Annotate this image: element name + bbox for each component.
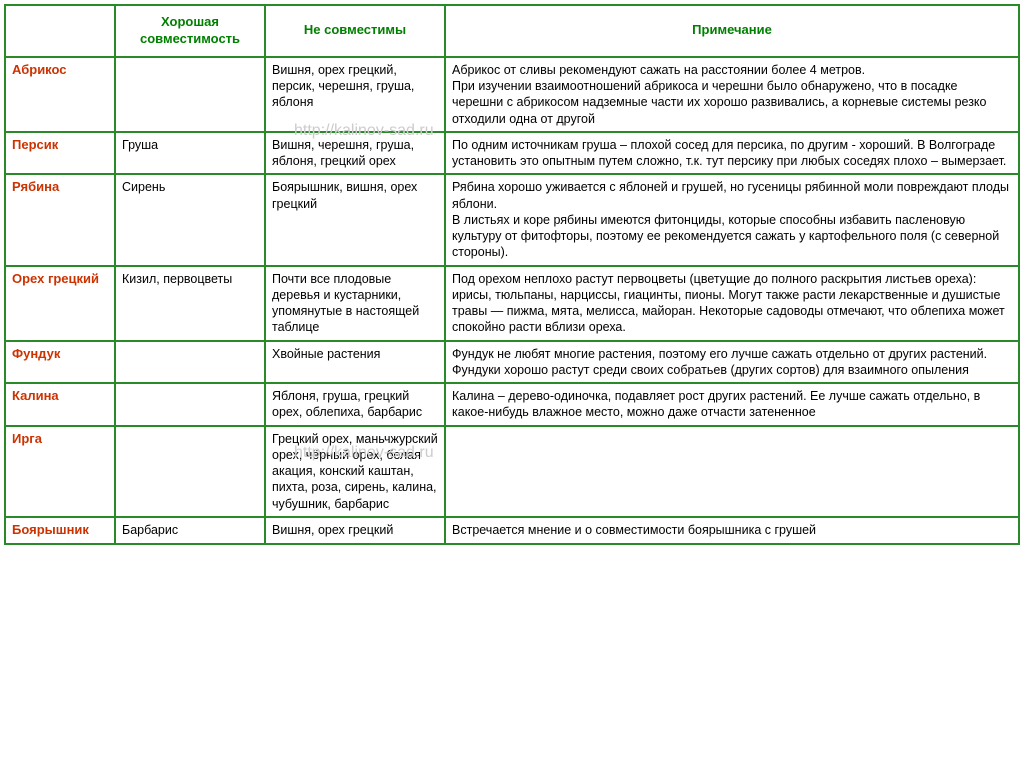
col-note: Примечание bbox=[445, 5, 1019, 57]
cell-plant: Рябина bbox=[5, 174, 115, 265]
compatibility-table: Хорошая совместимость Не совместимы Прим… bbox=[4, 4, 1020, 545]
cell-good bbox=[115, 383, 265, 426]
cell-bad: Яблоня, груша, грецкий орех, облепиха, б… bbox=[265, 383, 445, 426]
cell-plant: Боярышник bbox=[5, 517, 115, 544]
col-plant bbox=[5, 5, 115, 57]
cell-plant: Фундук bbox=[5, 341, 115, 384]
cell-good: Сирень bbox=[115, 174, 265, 265]
cell-bad: Хвойные растения bbox=[265, 341, 445, 384]
cell-good bbox=[115, 426, 265, 517]
cell-good: Барбарис bbox=[115, 517, 265, 544]
cell-note: Рябина хорошо уживается с яблоней и груш… bbox=[445, 174, 1019, 265]
cell-plant: Абрикос bbox=[5, 57, 115, 132]
table-container: http://kalinov-sad.ru http://kalinov-sad… bbox=[4, 4, 1020, 545]
cell-plant: Калина bbox=[5, 383, 115, 426]
cell-plant: Персик bbox=[5, 132, 115, 175]
cell-plant: Орех грецкий bbox=[5, 266, 115, 341]
col-good: Хорошая совместимость bbox=[115, 5, 265, 57]
cell-bad: Вишня, орех грецкий, персик, черешня, гр… bbox=[265, 57, 445, 132]
table-row: Рябина Сирень Боярышник, вишня, орех гре… bbox=[5, 174, 1019, 265]
cell-bad: Боярышник, вишня, орех грецкий bbox=[265, 174, 445, 265]
cell-bad: Почти все плодовые деревья и кустарники,… bbox=[265, 266, 445, 341]
cell-good bbox=[115, 341, 265, 384]
col-bad: Не совместимы bbox=[265, 5, 445, 57]
table-row: Персик Груша Вишня, черешня, груша, ябло… bbox=[5, 132, 1019, 175]
table-header-row: Хорошая совместимость Не совместимы Прим… bbox=[5, 5, 1019, 57]
cell-note: По одним источникам груша – плохой сосед… bbox=[445, 132, 1019, 175]
table-row: Абрикос Вишня, орех грецкий, персик, чер… bbox=[5, 57, 1019, 132]
table-body: Абрикос Вишня, орех грецкий, персик, чер… bbox=[5, 57, 1019, 544]
table-row: Ирга Грецкий орех, маньчжурский орех, чё… bbox=[5, 426, 1019, 517]
cell-bad: Грецкий орех, маньчжурский орех, чёрный … bbox=[265, 426, 445, 517]
cell-note bbox=[445, 426, 1019, 517]
cell-good: Груша bbox=[115, 132, 265, 175]
table-row: Фундук Хвойные растения Фундук не любят … bbox=[5, 341, 1019, 384]
table-row: Калина Яблоня, груша, грецкий орех, обле… bbox=[5, 383, 1019, 426]
table-row: Орех грецкий Кизил, первоцветы Почти все… bbox=[5, 266, 1019, 341]
cell-bad: Вишня, орех грецкий bbox=[265, 517, 445, 544]
cell-note: Фундук не любят многие растения, поэтому… bbox=[445, 341, 1019, 384]
cell-note: Под орехом неплохо растут первоцветы (цв… bbox=[445, 266, 1019, 341]
cell-plant: Ирга bbox=[5, 426, 115, 517]
cell-note: Абрикос от сливы рекомендуют сажать на р… bbox=[445, 57, 1019, 132]
cell-good bbox=[115, 57, 265, 132]
cell-good: Кизил, первоцветы bbox=[115, 266, 265, 341]
cell-note: Встречается мнение и о совместимости боя… bbox=[445, 517, 1019, 544]
cell-note: Калина – дерево-одиночка, подавляет рост… bbox=[445, 383, 1019, 426]
cell-bad: Вишня, черешня, груша, яблоня, грецкий о… bbox=[265, 132, 445, 175]
table-row: Боярышник Барбарис Вишня, орех грецкий В… bbox=[5, 517, 1019, 544]
